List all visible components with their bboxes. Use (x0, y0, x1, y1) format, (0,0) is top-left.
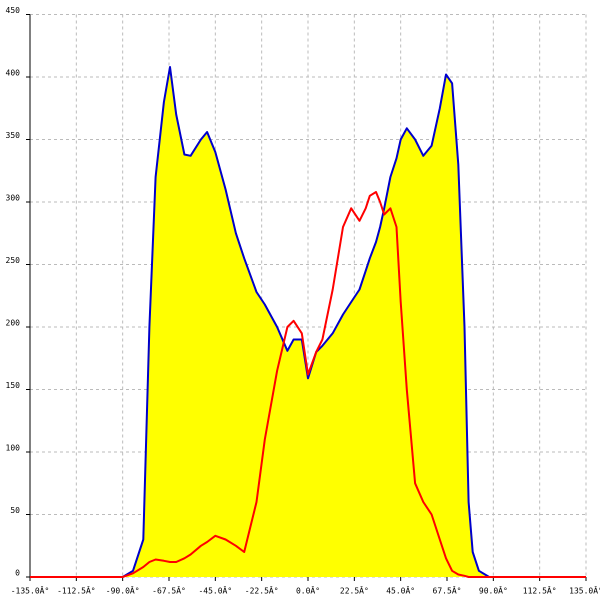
y-tick-label: 350 (6, 131, 21, 140)
y-tick-label: 50 (10, 506, 20, 515)
y-tick-label: 0 (15, 569, 20, 578)
y-tick-label: 400 (6, 69, 21, 78)
x-tick-label: 22.5Â° (340, 585, 369, 596)
x-tick-label: -67.5Â° (152, 585, 186, 596)
y-tick-label: 300 (6, 194, 21, 203)
x-tick-label: 0.0Â° (296, 585, 320, 596)
x-tick-label: 90.0Â° (479, 585, 508, 596)
y-tick-label: 200 (6, 319, 21, 328)
x-tick-label: -45.0Â° (198, 585, 232, 596)
x-tick-label: -112.5Â° (57, 585, 96, 596)
y-tick-label: 450 (6, 6, 21, 15)
x-tick-label: -135.0Â° (11, 585, 50, 596)
x-tick-label: -22.5Â° (245, 585, 279, 596)
x-tick-label: 45.0Â° (386, 585, 415, 596)
y-tick-label: 150 (6, 381, 21, 390)
x-tick-label: 67.5Â° (433, 585, 462, 596)
area (30, 67, 586, 577)
x-tick-label: -90.0Â° (106, 585, 140, 596)
line (30, 66, 586, 578)
line (30, 191, 586, 578)
x-tick-label: 135.0Â° (569, 585, 600, 596)
y-tick-label: 100 (6, 444, 21, 453)
y-tick-label: 250 (6, 256, 21, 265)
x-tick-label: 112.5Â° (523, 585, 557, 596)
